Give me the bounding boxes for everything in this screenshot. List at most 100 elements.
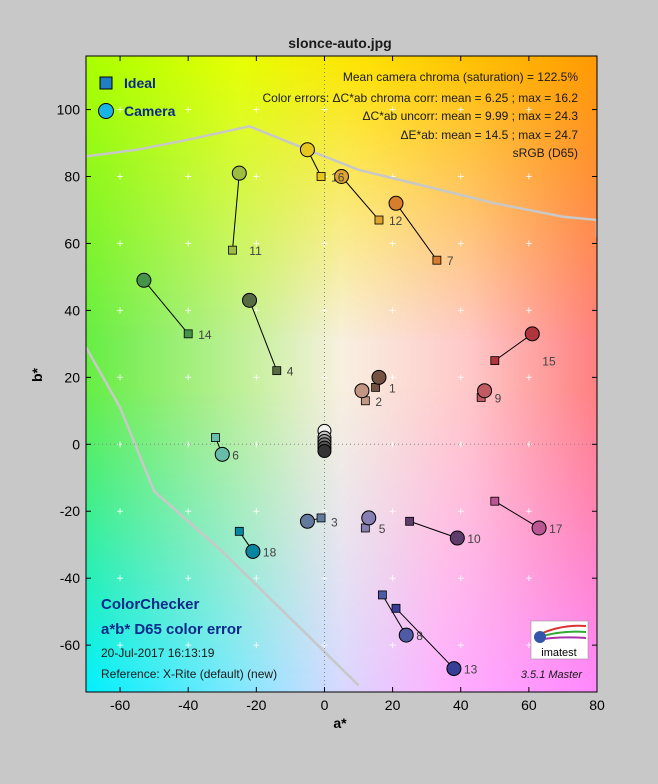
patch-label-12: 12: [389, 214, 403, 228]
error-line-8: [381, 594, 407, 636]
y-tick-label: 60: [64, 235, 80, 251]
ideal-marker-4: [272, 366, 282, 376]
patch-label-18: 18: [263, 545, 277, 559]
x-tick-label: -20: [246, 697, 266, 713]
patch-label-5: 5: [379, 522, 386, 536]
patch-label-17: 17: [549, 522, 563, 536]
ideal-marker-8: [377, 590, 387, 600]
y-tick-label: 40: [64, 302, 80, 318]
y-tick-label: 20: [64, 369, 80, 385]
ideal-marker-18: [234, 526, 244, 536]
camera-marker-10: [449, 530, 465, 546]
x-tick-label: 20: [385, 697, 401, 713]
legend-ideal-label: Ideal: [124, 75, 156, 91]
patch-label-15: 15: [542, 355, 556, 369]
x-tick-label: 40: [453, 697, 469, 713]
footer-subtitle: a*b* D65 color error: [101, 621, 242, 638]
patch-label-11: 11: [249, 244, 262, 258]
patch-label-16: 16: [331, 171, 345, 185]
y-tick-label: -20: [60, 503, 80, 519]
legend-camera-marker: [98, 103, 114, 119]
y-tick-label: 100: [57, 102, 81, 118]
chart-title: slonce-auto.jpg: [288, 35, 391, 51]
stats-block: Mean camera chroma (saturation) = 122.5%…: [263, 70, 579, 160]
patch-label-6: 6: [232, 448, 239, 462]
patch-label-7: 7: [447, 254, 454, 268]
error-line-11: [231, 173, 240, 251]
ideal-marker-6: [211, 433, 220, 443]
ideal-marker-7: [432, 255, 442, 265]
imatest-logo: imatest: [530, 620, 589, 660]
y-tick-label: -40: [60, 570, 80, 586]
camera-marker-11: [231, 165, 247, 181]
camera-marker-18: [245, 543, 261, 559]
y-tick-label: 80: [64, 169, 80, 185]
plot-frame: [85, 55, 598, 693]
x-tick-label: -40: [178, 697, 198, 713]
ideal-marker-16: [316, 172, 326, 181]
camera-marker-14: [136, 272, 152, 288]
imatest-logo-text: imatest: [541, 647, 576, 659]
camera-marker-8: [398, 627, 414, 643]
stats-chroma: Mean camera chroma (saturation) = 122.5%: [343, 70, 578, 84]
patch-label-1: 1: [389, 381, 396, 395]
x-tick-label: 60: [521, 697, 537, 713]
gamut-boundary: [86, 124, 597, 687]
camera-marker-9: [477, 383, 493, 399]
camera-marker-16: [299, 142, 315, 158]
patch-label-14: 14: [198, 328, 212, 342]
x-tick-label: 0: [321, 697, 329, 713]
y-axis-label: b*: [29, 367, 45, 382]
y-tick-label: -60: [60, 637, 80, 653]
ideal-marker-15: [490, 356, 500, 366]
ideal-marker-10: [405, 516, 415, 526]
stats-colorspace: sRGB (D65): [513, 146, 578, 160]
error-line-13: [395, 607, 455, 669]
ideal-marker-11: [228, 245, 237, 255]
x-tick-label: 80: [589, 697, 605, 713]
gamut-boundary-upper: [86, 124, 597, 237]
footer-title: ColorChecker: [101, 596, 200, 613]
ideal-marker-17: [490, 496, 500, 506]
camera-marker-17: [531, 520, 547, 536]
camera-marker-13: [446, 661, 462, 677]
stats-chroma-corr: Color errors: ΔC*ab chroma corr: mean = …: [263, 91, 579, 105]
camera-marker-15: [524, 326, 540, 342]
ideal-marker-13: [391, 603, 401, 613]
error-line-15: [494, 333, 533, 362]
error-line-12: [341, 176, 380, 221]
y-tick-label: 0: [72, 436, 80, 452]
ideal-marker-14: [183, 329, 193, 339]
patch-label-4: 4: [287, 365, 294, 379]
footer-reference: Reference: X-Rite (default) (new): [101, 667, 277, 681]
error-line-4: [249, 300, 278, 371]
axis-ticks: -60 -40 -20 0 20 40 60 80 -60 -40 -20 0 20 40 60 80 100: [57, 56, 605, 713]
error-line-10: [409, 520, 458, 539]
footer-version: 3.5.1 Master: [521, 669, 583, 681]
camera-marker-4: [242, 292, 258, 308]
ideal-marker-12: [374, 215, 384, 225]
stats-delta-e: ΔE*ab: mean = 14.5 ; max = 24.7: [401, 128, 579, 142]
patch-label-3: 3: [331, 515, 338, 529]
footer-date: 20-Jul-2017 16:13:19: [101, 646, 215, 660]
patch-label-8: 8: [416, 629, 423, 643]
error-line-7: [395, 202, 438, 261]
patch-label-10: 10: [467, 532, 481, 546]
legend-camera-label: Camera: [124, 103, 176, 119]
footer-block: ColorChecker a*b* D65 color error 20-Jul…: [101, 596, 583, 681]
patch-label-2: 2: [375, 395, 382, 409]
legend-ideal-marker: [99, 76, 113, 90]
patch-label-13: 13: [464, 663, 478, 677]
camera-marker-7: [388, 195, 404, 211]
camera-marker-12: [334, 169, 349, 185]
camera-marker-2: [354, 383, 370, 399]
x-tick-label: -60: [110, 697, 130, 713]
legend: Ideal Camera: [98, 75, 176, 119]
stats-chroma-uncorr: ΔC*ab uncorr: mean = 9.99 ; max = 24.3: [363, 109, 579, 123]
error-line-14: [143, 279, 189, 335]
camera-marker-6: [214, 446, 230, 462]
gamut-boundary-lower: [86, 346, 360, 687]
